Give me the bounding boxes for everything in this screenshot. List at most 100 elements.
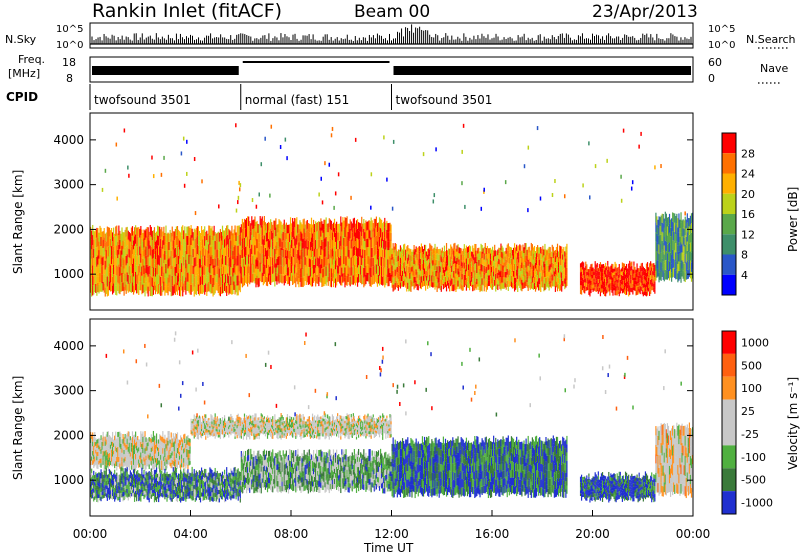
heatmap-cell (662, 242, 664, 252)
heatmap-cell (367, 221, 369, 230)
heatmap-cell (635, 277, 637, 281)
heatmap-cell (667, 260, 670, 270)
heatmap-cell (152, 285, 155, 295)
heatmap-cell (234, 255, 236, 265)
heatmap-cell (266, 231, 269, 241)
heatmap-cell (149, 445, 151, 450)
heatmap-cell (195, 227, 197, 238)
heatmap-cell (585, 265, 587, 271)
heatmap-cell (416, 259, 418, 266)
heatmap-cell (322, 277, 324, 287)
heatmap-cell (188, 245, 190, 255)
heatmap-cell (315, 230, 317, 240)
heatmap-cell (110, 264, 113, 274)
heatmap-cell (387, 241, 389, 251)
heatmap-cell (137, 283, 139, 294)
heatmap-cell (138, 443, 140, 448)
heatmap-cell (170, 278, 172, 288)
heatmap-cell (366, 272, 368, 282)
heatmap-cell (148, 446, 150, 451)
heatmap-cell (448, 265, 450, 272)
heatmap-cell (462, 266, 464, 273)
heatmap-cell (99, 450, 101, 455)
heatmap-cell (203, 265, 205, 275)
heatmap-cell (326, 240, 328, 249)
heatmap-cell (352, 227, 354, 238)
heatmap-cell (675, 234, 677, 244)
heatmap-cell (273, 255, 275, 265)
heatmap-cell (414, 276, 416, 283)
heatmap-cell (107, 465, 109, 472)
heatmap-cell (90, 432, 92, 438)
heatmap-cell (173, 240, 175, 250)
chart-title: Rankin Inlet (fitACF) (92, 0, 282, 22)
heatmap-cell (131, 282, 134, 292)
heatmap-cell (422, 275, 425, 281)
heatmap-cell (440, 250, 442, 257)
heatmap-cell (362, 240, 364, 250)
heatmap-cell (139, 263, 141, 273)
heatmap-cell (208, 234, 210, 245)
heatmap-cell (285, 247, 287, 257)
heatmap-cell (280, 239, 282, 248)
heatmap-cell (348, 223, 350, 233)
heatmap-cell (252, 229, 254, 239)
heatmap-cell (106, 286, 108, 297)
heatmap-cell (189, 285, 191, 295)
heatmap-cell (160, 229, 162, 239)
heatmap-cell (248, 263, 250, 274)
heatmap-cell (487, 275, 490, 281)
heatmap-cell (316, 266, 318, 275)
heatmap-cell (129, 275, 131, 284)
heatmap-cell (436, 272, 438, 280)
heatmap-cell (599, 291, 602, 297)
heatmap-cell (98, 456, 100, 461)
heatmap-cell (526, 271, 528, 277)
heatmap-cell (450, 262, 452, 269)
heatmap-cell (612, 291, 614, 296)
heatmap-cell (211, 264, 213, 275)
heatmap-cell (175, 245, 178, 255)
heatmap-cell (606, 270, 608, 275)
heatmap-cell (404, 279, 406, 286)
heatmap-cell (133, 236, 136, 246)
heatmap-cell (118, 431, 120, 437)
heatmap-cell (663, 272, 665, 282)
heatmap-cell (517, 252, 519, 260)
heatmap-cell (302, 258, 304, 268)
heatmap-cell (92, 450, 94, 456)
heatmap-cell (583, 283, 585, 289)
heatmap-cell (131, 235, 134, 245)
heatmap-cell (339, 249, 341, 258)
heatmap-cell (298, 251, 300, 261)
heatmap-cell (540, 272, 542, 280)
heatmap-cell (147, 450, 149, 455)
heatmap-cell (262, 276, 264, 286)
heatmap-cell (208, 281, 210, 292)
heatmap-cell (664, 269, 666, 280)
heatmap-cell (278, 237, 280, 247)
heatmap-cell (234, 264, 236, 275)
heatmap-cell (136, 450, 138, 455)
heatmap-cell (99, 244, 101, 255)
heatmap-cell (467, 252, 470, 259)
heatmap-cell (115, 226, 117, 237)
heatmap-cell (510, 258, 513, 265)
heatmap-cell (117, 436, 119, 442)
heatmap-cell (343, 264, 345, 273)
heatmap-cell (515, 253, 517, 260)
heatmap-cell (442, 267, 444, 273)
heatmap-cell (408, 272, 410, 280)
heatmap-cell (196, 272, 198, 282)
heatmap-cell (375, 273, 377, 284)
heatmap-cell (212, 258, 214, 269)
heatmap-cell (206, 267, 208, 278)
heatmap-cell (170, 437, 172, 443)
cpid-label: CPID (6, 90, 38, 104)
heatmap-cell (207, 283, 209, 292)
heatmap-cell (170, 250, 172, 260)
heatmap-cell (284, 137, 287, 142)
heatmap-cell (100, 444, 102, 450)
heatmap-cell (472, 258, 474, 266)
heatmap-cell (487, 253, 490, 260)
